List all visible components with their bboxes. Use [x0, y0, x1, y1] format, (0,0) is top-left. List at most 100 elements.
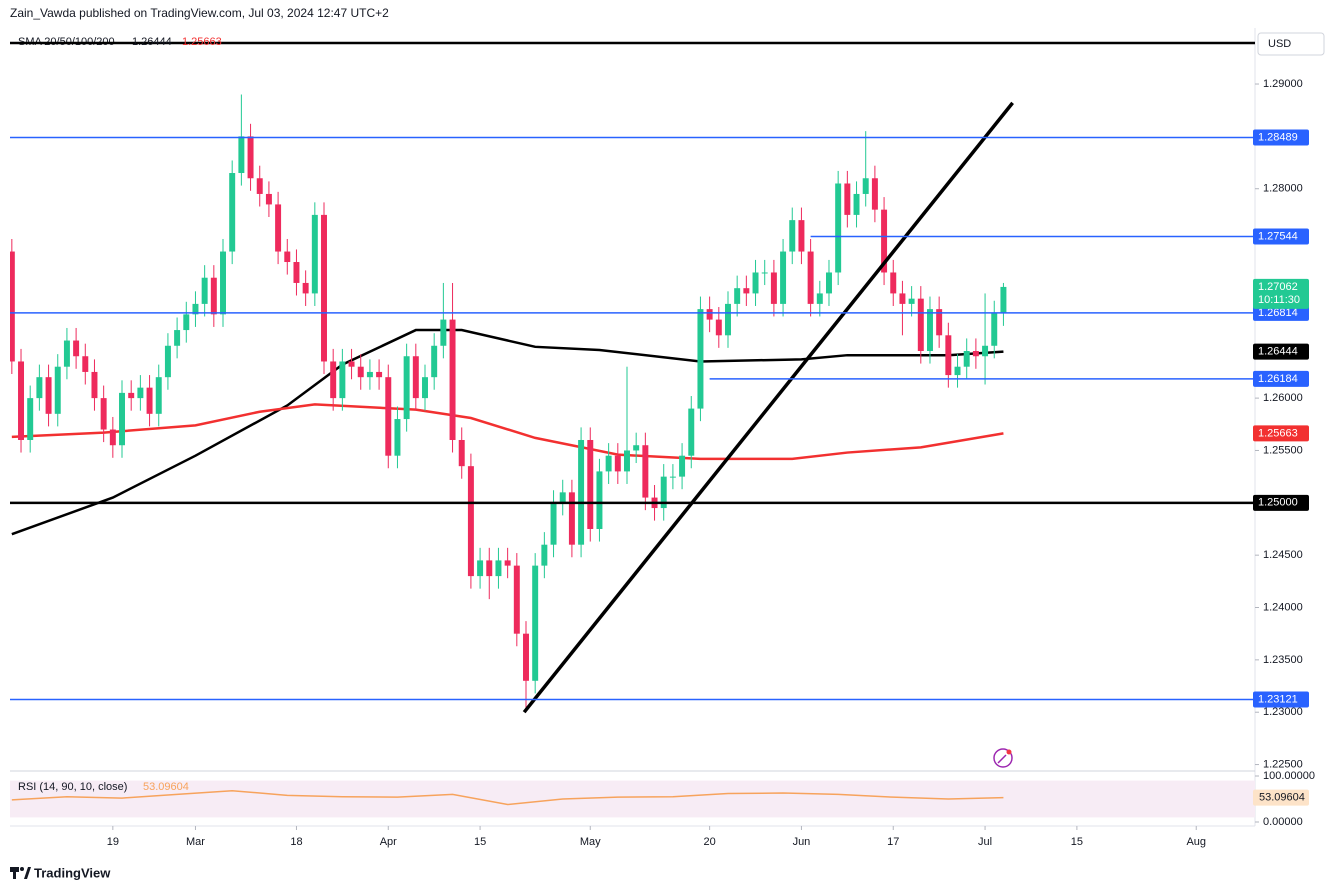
candle-body: [917, 298, 924, 352]
candle-body: [247, 136, 254, 179]
candle-body: [926, 309, 933, 352]
candle-body: [853, 193, 860, 215]
candle-body: [174, 330, 181, 346]
candle-body: [596, 471, 603, 529]
y-tick-label: 1.26000: [1263, 392, 1303, 404]
y-tick-label: 1.24500: [1263, 549, 1303, 561]
candle-body: [293, 262, 300, 283]
candle-body: [881, 209, 888, 273]
candle-body: [550, 502, 557, 545]
candle-body: [146, 387, 153, 414]
level-tag: [1253, 129, 1309, 146]
candle-body: [422, 377, 428, 399]
countdown-label: 10:11:30: [1258, 294, 1300, 306]
candle-body: [18, 361, 25, 440]
candle-body: [385, 377, 392, 456]
x-tick-label: 15: [1071, 836, 1083, 848]
candle-body: [936, 309, 943, 336]
candle-body: [871, 178, 878, 210]
sma-line: [11, 403, 1004, 461]
last-price-tag: [1253, 278, 1309, 309]
candle-body: [660, 476, 667, 509]
rsi-band: [10, 780, 1255, 818]
candle-body: [321, 214, 327, 362]
level-tag: [1253, 370, 1309, 387]
candle-body: [761, 272, 768, 274]
candle-body: [449, 319, 456, 440]
candle-body: [458, 439, 465, 467]
x-tick-label: Jul: [978, 836, 992, 848]
sma-tag-label: 1.26444: [1258, 346, 1298, 358]
level-tag: [1253, 494, 1309, 511]
candle-body: [192, 303, 199, 315]
candle-body: [284, 251, 291, 263]
x-tick-label: 20: [703, 836, 715, 848]
candle-body: [495, 560, 502, 577]
candle-body: [229, 173, 236, 252]
candle-body: [743, 288, 750, 294]
candle-body: [311, 214, 318, 294]
candle-body: [770, 272, 777, 304]
candle-body: [63, 340, 70, 367]
candle-body: [348, 361, 355, 367]
candle-body: [642, 445, 649, 498]
last-price-label: 1.27062: [1258, 281, 1298, 293]
candle-body: [669, 476, 676, 478]
candle-body: [403, 356, 410, 420]
candle-body: [431, 345, 438, 378]
x-tick-label: 17: [887, 836, 899, 848]
x-tick-label: 15: [474, 836, 486, 848]
candle-body: [972, 351, 979, 357]
candle-body: [440, 319, 447, 346]
y-tick-label: 1.24000: [1263, 601, 1303, 613]
candle-body: [36, 377, 43, 399]
candle-body: [945, 335, 952, 376]
candle-body: [614, 455, 621, 472]
candle-body: [82, 356, 89, 372]
y-tick-label: 1.23000: [1263, 706, 1303, 718]
candle-body: [394, 419, 401, 456]
candle-body: [706, 309, 713, 320]
candle-body: [366, 371, 373, 378]
level-tag-label: 1.25000: [1258, 497, 1298, 509]
candle-body: [825, 272, 832, 294]
candle-body: [210, 277, 217, 315]
y-tick-label: 1.28000: [1263, 183, 1303, 195]
candle-body: [844, 183, 851, 215]
x-tick-label: Aug: [1186, 836, 1206, 848]
candle-body: [523, 633, 529, 681]
level-tag-label: 1.26184: [1258, 373, 1298, 385]
magic-icon[interactable]: [993, 748, 1013, 768]
candle-body: [963, 351, 970, 367]
candle-body: [908, 298, 915, 304]
candle-body: [835, 183, 842, 273]
candle-body: [789, 220, 796, 252]
candle-body: [54, 366, 61, 414]
currency-label[interactable]: USD: [1268, 38, 1291, 50]
x-tick-label: May: [580, 836, 601, 848]
sma-tag: [1253, 343, 1309, 360]
candle-body: [780, 251, 787, 304]
candle-body: [486, 560, 493, 577]
candle-body: [467, 466, 474, 577]
candle-body: [220, 251, 226, 315]
level-tag-label: 1.26814: [1258, 307, 1298, 319]
x-tick-label: Jun: [793, 836, 811, 848]
candle-body: [137, 387, 144, 399]
candle-body: [578, 439, 585, 545]
candle-body: [128, 392, 135, 399]
candle-body: [679, 455, 686, 477]
sma-legend-value: 1.25663: [182, 36, 222, 48]
currency-button[interactable]: [1257, 32, 1325, 56]
rsi-legend-value: 53.09604: [143, 781, 189, 793]
level-tag: [1253, 228, 1309, 245]
candle-body: [734, 288, 741, 304]
x-tick-label: Apr: [380, 836, 397, 848]
x-tick-label: Mar: [186, 836, 205, 848]
candle-body: [109, 429, 116, 446]
y-tick-label: 1.29000: [1263, 78, 1303, 90]
candle-body: [807, 251, 814, 304]
candle-body: [899, 293, 906, 304]
